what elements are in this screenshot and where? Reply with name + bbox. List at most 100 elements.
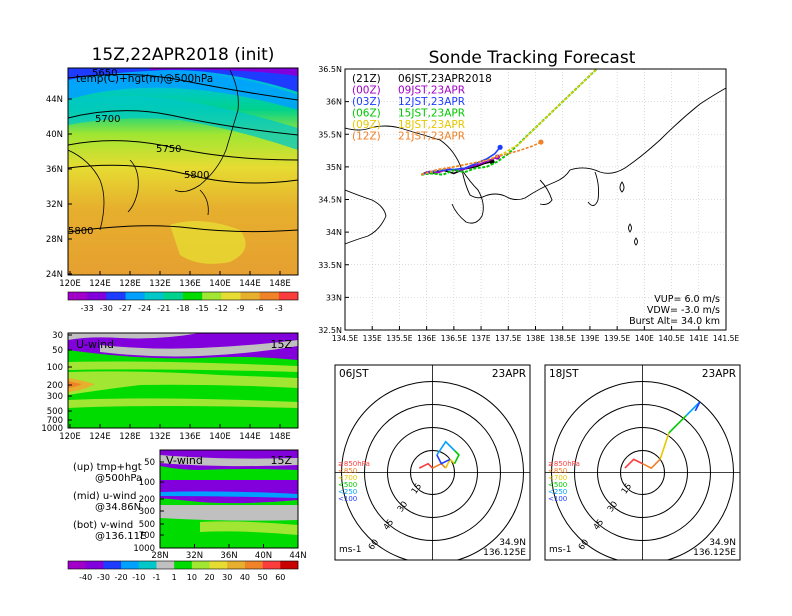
hodograph-legend-item: <500 <box>338 481 357 489</box>
colorbar-swatch <box>156 561 175 569</box>
colorbar-swatch <box>259 292 280 300</box>
hodograph-trace <box>436 440 456 456</box>
temperature-colorbar: -33 -30 -27 -24 -21 -18 -15 -12 -9 -6 -3 <box>67 291 299 313</box>
pressure-tick-label: 500 <box>47 407 63 417</box>
tracking-legend: (21Z) 06JST,23APR2018 (00Z) 09JST,23APR (03Z… <box>352 73 492 143</box>
temp-height-map: temp(C)+hgt(m)@500hPa 5650 5700 5750 5800 58… <box>46 67 299 289</box>
lon-tick-label: 139E <box>580 334 599 343</box>
lon-tick-label: 148E <box>269 279 291 289</box>
lon-tick-label: 120E <box>59 279 81 289</box>
hodograph-legend-item: <100 <box>548 495 567 503</box>
lon-tick-label: 136E <box>417 334 436 343</box>
colorbar-swatch <box>125 292 145 300</box>
lat-tick-label: 35N <box>326 163 342 172</box>
lat-tick-label: 34.5N <box>318 196 342 205</box>
lon-tick-label: 124E <box>89 279 111 289</box>
legend-code: (03Z) <box>352 96 381 108</box>
colorbar-label: 50 <box>258 573 268 582</box>
colorbar-label: -12 <box>215 304 228 313</box>
lon-tick-label: 137E <box>472 334 491 343</box>
colorbar-label: -3 <box>275 304 283 313</box>
lon-tick-label: 138.5E <box>550 334 576 343</box>
colorbar-swatch <box>121 561 140 569</box>
legend-text: 12JST,23APR <box>398 96 465 108</box>
lat-tick-label: 36N <box>46 165 63 175</box>
colorbar-frame <box>67 291 299 301</box>
hodograph-legend-item: <250 <box>548 488 567 496</box>
lon-tick-label: 140E <box>209 279 231 289</box>
hodograph-trace <box>453 449 460 465</box>
lon-tick-label: 134.5E <box>332 334 358 343</box>
pressure-tick-label: 100 <box>47 363 63 373</box>
hodograph-time: 06JST <box>339 368 369 380</box>
colorbar-label: -1 <box>152 573 160 582</box>
island-3 <box>634 237 638 246</box>
tracking-title: Sonde Tracking Forecast <box>429 48 636 68</box>
hodograph-trace <box>694 401 701 412</box>
lon-tick-label: 140E <box>635 334 654 343</box>
colorbar-swatch <box>183 292 203 300</box>
lat-tick-label: 35.5N <box>318 130 342 139</box>
lat-tick-label: 36.5N <box>318 65 342 74</box>
lat-tick-label: 28N <box>46 235 63 245</box>
colorbar-label: -9 <box>237 304 245 313</box>
hodograph-legend-item: <700 <box>548 474 567 482</box>
colorbar-label: -15 <box>196 304 209 313</box>
hodograph-date: 23APR <box>492 368 526 380</box>
lon-tick-label: 140E <box>209 432 231 442</box>
colorbar-swatch <box>202 292 222 300</box>
lat-tick-label: 44N <box>289 551 306 561</box>
note-line: (mid) u-wind <box>73 491 136 502</box>
panel-notes: (up) tmp+hgt@500hPa (mid) u-wind@34.86N (b… <box>73 462 146 542</box>
lon-tick-label: 132E <box>149 432 171 442</box>
lat-tick-label: 40N <box>255 551 272 561</box>
lon-tick-label: 120E <box>59 432 81 442</box>
colorbar-swatch <box>144 292 165 300</box>
colorbar-label: -30 <box>100 304 113 313</box>
pressure-tick-label: 700 <box>47 416 63 426</box>
coastline-kii <box>451 169 484 224</box>
hodograph-lat: 34.9N <box>709 538 736 548</box>
pressure-tick-label: 30 <box>52 331 63 341</box>
wind-colorbar: -40 -30 -20 -10 -1 1 10 20 30 40 50 60 <box>67 560 299 582</box>
v-wind-title: V-wind <box>166 454 203 467</box>
lat-tick-label: 36N <box>220 551 237 561</box>
colorbar-swatch <box>278 292 299 300</box>
colorbar-label: -18 <box>176 304 189 313</box>
v-wind-lat-ticks: 28N 32N 36N 40N 44N <box>151 544 307 561</box>
legend-text: 21JST,23APR <box>398 131 465 143</box>
lon-tick-label: 144E <box>239 279 261 289</box>
lon-tick-label: 144E <box>239 432 261 442</box>
pressure-tick-label: 500 <box>139 520 155 530</box>
colorbar-swatch <box>227 561 246 569</box>
hodograph-lat: 34.9N <box>499 538 526 548</box>
colorbar-label: -30 <box>97 573 110 582</box>
note-line: (up) tmp+hgt <box>73 462 142 473</box>
legend-code: (12Z) <box>352 131 381 143</box>
hodograph-date: 23APR <box>702 368 736 380</box>
lon-tick-label: 136.5E <box>441 334 467 343</box>
lon-tick-label: 135E <box>363 334 382 343</box>
lon-tick-label: 140.5E <box>658 334 684 343</box>
lat-tick-label: 32.5N <box>318 326 342 335</box>
map-lat-ticks: 44N 40N 36N 32N 28N 24N <box>46 95 72 280</box>
pressure-tick-label: 300 <box>47 392 63 402</box>
lat-tick-label: 32N <box>46 200 63 210</box>
colorbar-label: 40 <box>240 573 250 582</box>
colorbar-label: -24 <box>138 304 151 313</box>
lat-tick-label: 40N <box>46 130 63 140</box>
coastline-chita <box>539 179 553 205</box>
hodograph-legend-item: <850 <box>548 467 567 475</box>
contour-labels: 5650 5700 5750 5800 5800 <box>68 68 209 237</box>
tracking-lat-ticks: 36.5N 36N 35.5N 35N 34.5N 34N 33.5N 33N 32.5N <box>318 65 349 335</box>
lat-tick-label: 34N <box>326 228 342 237</box>
hodograph-time: 18JST <box>549 368 579 380</box>
colorbar-swatch <box>85 561 104 569</box>
island-2 <box>628 223 632 233</box>
lat-tick-label: 33.5N <box>318 261 342 270</box>
lon-tick-label: 136E <box>179 279 201 289</box>
hodograph-legend-item: <250 <box>338 488 357 496</box>
